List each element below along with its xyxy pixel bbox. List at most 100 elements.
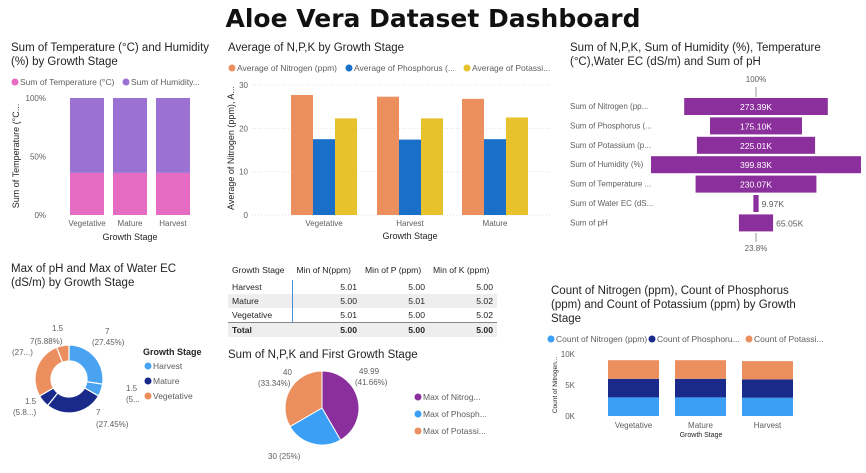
funnel-value: 399.83K <box>740 160 772 170</box>
donut-data-label: (5... <box>126 395 140 404</box>
y-axis-label: Count of Nitrogen... <box>552 357 559 414</box>
donut-data-label: (5.8...) <box>13 408 36 417</box>
legend-item-marker <box>547 335 555 343</box>
y-tick-label: 100% <box>26 94 46 103</box>
legend-item: Sum of Humidity... <box>131 77 200 87</box>
avg-npk-title: Average of N,P,K by Growth Stage <box>228 42 405 54</box>
x-tick-label: Harvest <box>396 219 424 228</box>
pie-data-label: 30 (25%) <box>268 452 301 461</box>
x-tick-label: Mature <box>483 219 508 228</box>
funnel-category: Sum of Phosphorus (... <box>570 121 652 130</box>
donut-data-label: (27.45%) <box>92 338 125 347</box>
x-axis-label: Growth Stage <box>680 432 723 439</box>
legend-item-marker <box>144 362 152 370</box>
pie-data-label: 40 <box>283 368 292 377</box>
bar <box>421 118 443 215</box>
legend-item-marker <box>144 392 152 400</box>
legend-item: Max of Nitrog... <box>423 392 481 402</box>
funnel-bar <box>738 214 774 232</box>
legend-item-marker <box>414 410 422 418</box>
bar <box>506 117 528 215</box>
bar-temperature <box>70 172 104 215</box>
legend-item: Max of Potassi... <box>423 426 486 436</box>
legend-item: Average of Nitrogen (ppm) <box>237 63 337 73</box>
legend-title: Growth Stage <box>143 347 202 357</box>
stacked-bar-segment <box>608 360 659 379</box>
legend-item-marker <box>11 78 19 86</box>
count-npk-title: Count of Nitrogen (ppm), Count of Phosph… <box>551 285 796 325</box>
bar <box>335 118 357 215</box>
donut-data-label: 7(5.88%) <box>30 337 63 346</box>
legend-item-marker <box>414 427 422 435</box>
stacked-bar-segment <box>742 379 793 398</box>
table-row[interactable]: Vegetative 5.01 5.00 5.02 <box>228 308 497 323</box>
donut-data-label: 7 <box>96 408 101 417</box>
stacked-bar-segment <box>675 397 726 416</box>
y-axis-label: Sum of Temperature (°C... <box>11 104 21 208</box>
table-row[interactable]: Mature 5.00 5.01 5.02 <box>228 294 497 308</box>
legend-item-marker <box>144 377 152 385</box>
legend-item: Average of Potassi... <box>472 63 550 73</box>
legend-item: Max of Phosph... <box>423 409 487 419</box>
y-tick-label: 50% <box>30 153 46 162</box>
table-cell: 5.00 <box>476 282 493 292</box>
donut-data-label: 1.5 <box>25 397 37 406</box>
y-tick-label: 0K <box>565 412 575 421</box>
y-tick-label: 20 <box>239 124 248 133</box>
y-axis-label: Average of Nitrogen (ppm), A... <box>226 86 236 210</box>
table-cell: 5.00 <box>292 322 361 337</box>
pie-slice <box>289 407 342 446</box>
table-cell: 5.00 <box>429 322 497 337</box>
funnel-bar <box>695 175 817 193</box>
funnel-value: 230.07K <box>740 180 772 190</box>
funnel-value: 225.01K <box>740 141 772 151</box>
bar <box>399 139 421 215</box>
min-table: Growth Stage Min of N(ppm) Min of P (ppm… <box>228 264 497 337</box>
funnel-bar <box>710 117 802 135</box>
table-cell: Mature <box>228 294 293 308</box>
y-tick-label: 10K <box>561 350 576 359</box>
table-cell: 5.01 <box>361 294 429 308</box>
table-cell: 5.00 <box>292 294 361 308</box>
funnel-value: 273.39K <box>740 102 772 112</box>
funnel-bar <box>696 136 816 154</box>
table-cell: 5.01 <box>292 280 361 294</box>
stacked-bar-segment <box>742 397 793 416</box>
funnel-top-percent: 100% <box>746 75 766 84</box>
x-tick-label: Vegetative <box>68 219 106 228</box>
col-header[interactable]: Growth Stage <box>232 265 285 275</box>
table-cell: Vegetative <box>232 310 273 320</box>
funnel-category: Sum of Humidity (%) <box>570 160 644 169</box>
col-header[interactable]: Min of K (ppm) <box>433 265 490 275</box>
table-cell: 5.01 <box>292 308 361 323</box>
legend-item: Mature <box>153 376 180 386</box>
x-axis-label: Growth Stage <box>382 231 437 241</box>
min-table-visual: Growth Stage Min of N(ppm) Min of P (ppm… <box>228 264 497 337</box>
bar <box>377 96 399 215</box>
funnel-category: Sum of Temperature ... <box>570 180 651 189</box>
table-cell: 5.02 <box>476 310 493 320</box>
bar-humidity <box>113 98 147 173</box>
pie-slice <box>321 370 360 441</box>
y-tick-label: 30 <box>239 81 248 90</box>
x-axis-label: Growth Stage <box>102 232 157 242</box>
col-header[interactable]: Min of N(ppm) <box>296 265 351 275</box>
legend-item: Count of Phosphoru... <box>657 334 740 344</box>
y-tick-label: 0 <box>244 211 249 220</box>
x-tick-label: Mature <box>118 219 143 228</box>
funnel-value: 65.05K <box>776 218 804 228</box>
funnel-category: Sum of Water EC (dS... <box>570 199 653 208</box>
col-header[interactable]: Min of P (ppm) <box>365 265 422 275</box>
y-tick-label: 5K <box>565 381 575 390</box>
funnel-category: Sum of Potassium (p... <box>570 141 651 150</box>
stacked-bar-segment <box>742 361 793 380</box>
bar <box>291 94 313 215</box>
stacked-bar-segment <box>608 397 659 416</box>
table-row[interactable]: Harvest 5.01 5.00 5.00 <box>228 280 497 294</box>
legend-item-marker <box>463 64 471 72</box>
funnel-category: Sum of pH <box>570 218 608 227</box>
